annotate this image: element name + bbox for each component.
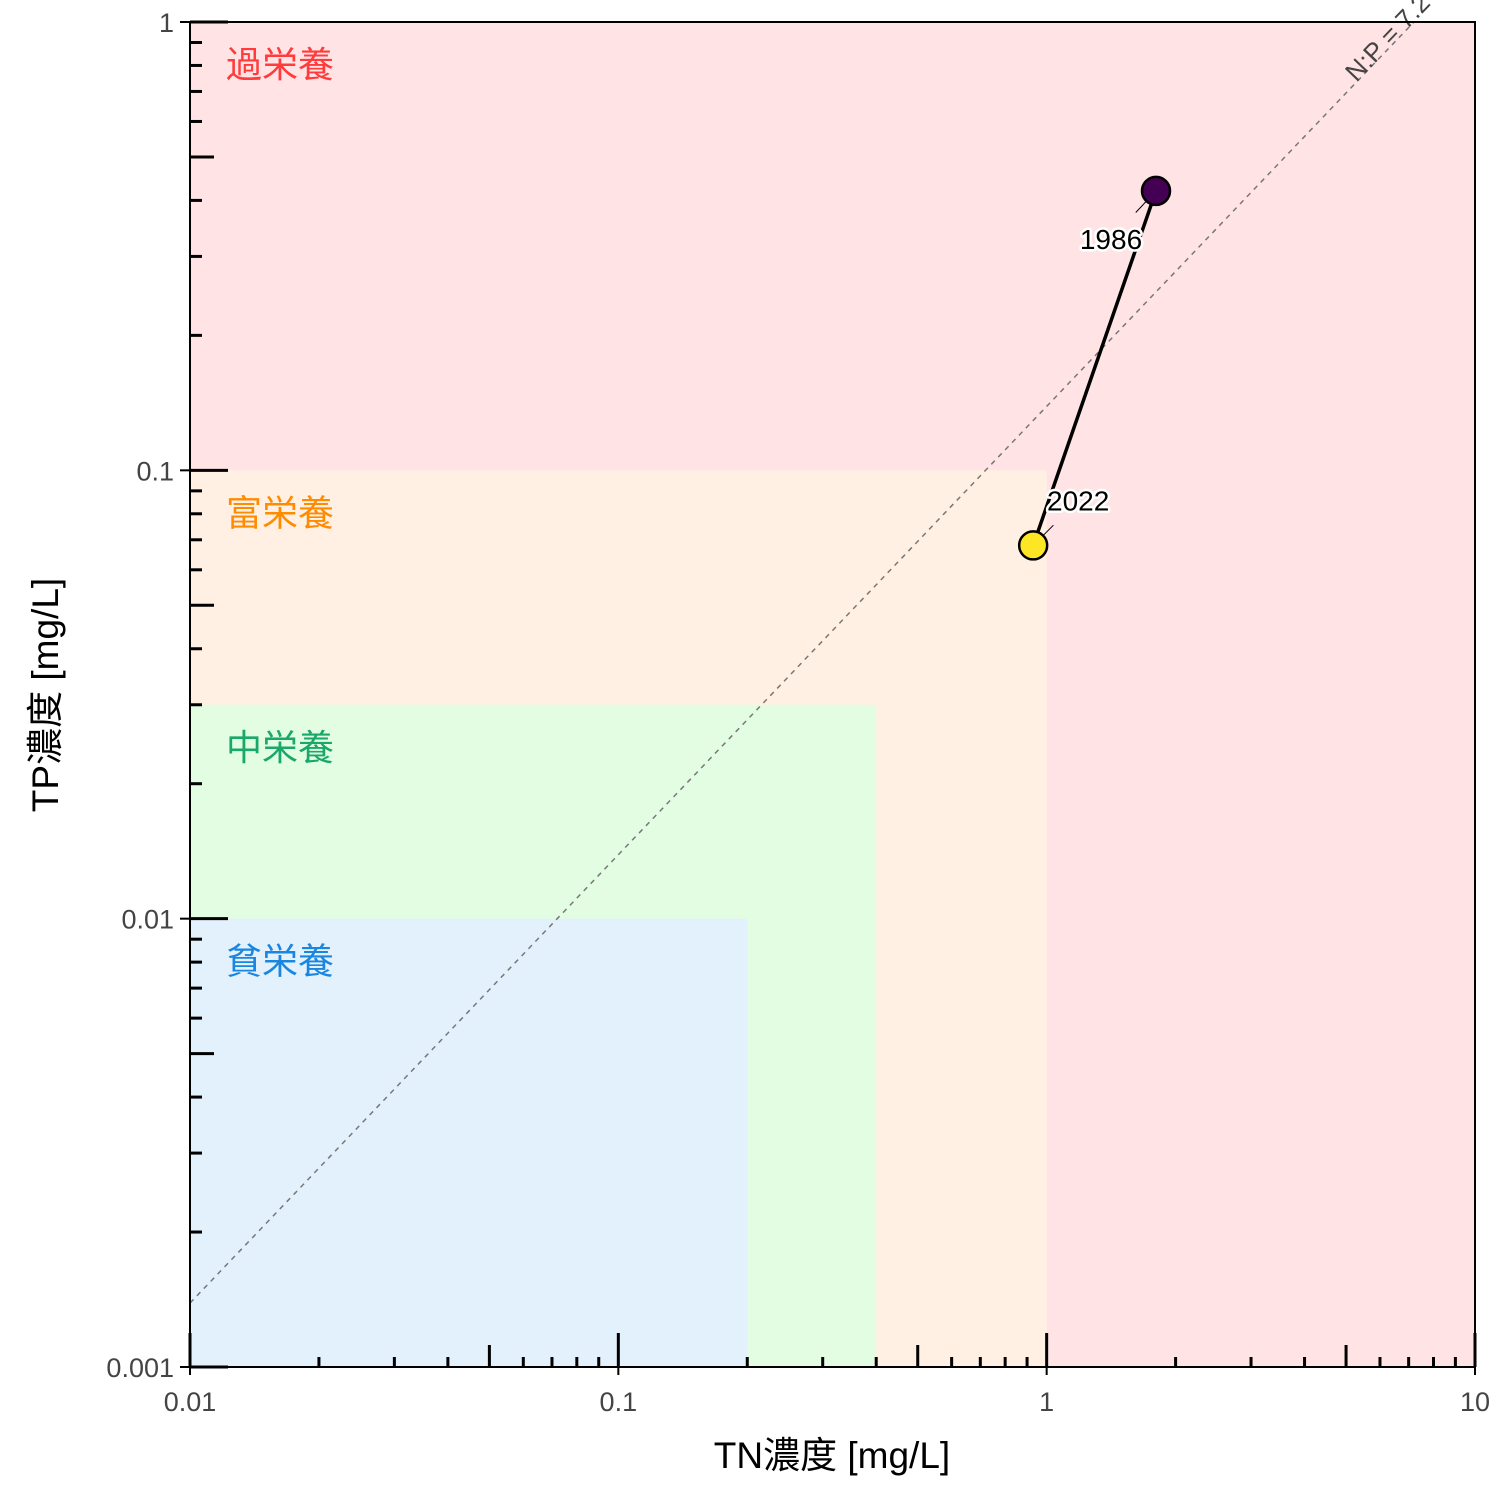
plot-frame [189,21,1476,1368]
zone-label-2: 中栄養 [226,728,334,769]
point-label-2022: 2022 [1047,485,1109,516]
trend-line [1031,190,1158,546]
x-tick-label: 0.01 [164,1387,217,1417]
x-axis-title: TN濃度 [mg/L] [714,1435,950,1476]
point-label-1986: 1986 [1080,224,1142,255]
y-tick-label: 0.1 [136,456,174,486]
x-tick-label: 0.1 [600,1387,638,1417]
y-tick-label: 0.01 [121,905,174,935]
x-tick-label: 1 [1039,1387,1054,1417]
y-axis-title: TP濃度 [mg/L] [25,578,66,812]
data-series: 1986 2022 [1017,175,1172,561]
y-tick-label: 1 [159,8,174,38]
x-axis-ticks: 0.01 0.1 1 10 [164,1333,1490,1417]
zone-3 [190,918,748,1367]
zone-label-0: 過栄養 [226,45,334,86]
data-point-1986 [1140,175,1172,207]
zone-label-3: 貧栄養 [226,942,334,983]
data-point-2022 [1017,530,1049,561]
y-axis-ticks: 0.001 0.01 0.1 1 [106,8,228,1383]
y-tick-label: 0.001 [106,1353,174,1383]
x-tick-label: 10 [1460,1387,1490,1417]
zone-label-1: 富栄養 [226,493,334,534]
